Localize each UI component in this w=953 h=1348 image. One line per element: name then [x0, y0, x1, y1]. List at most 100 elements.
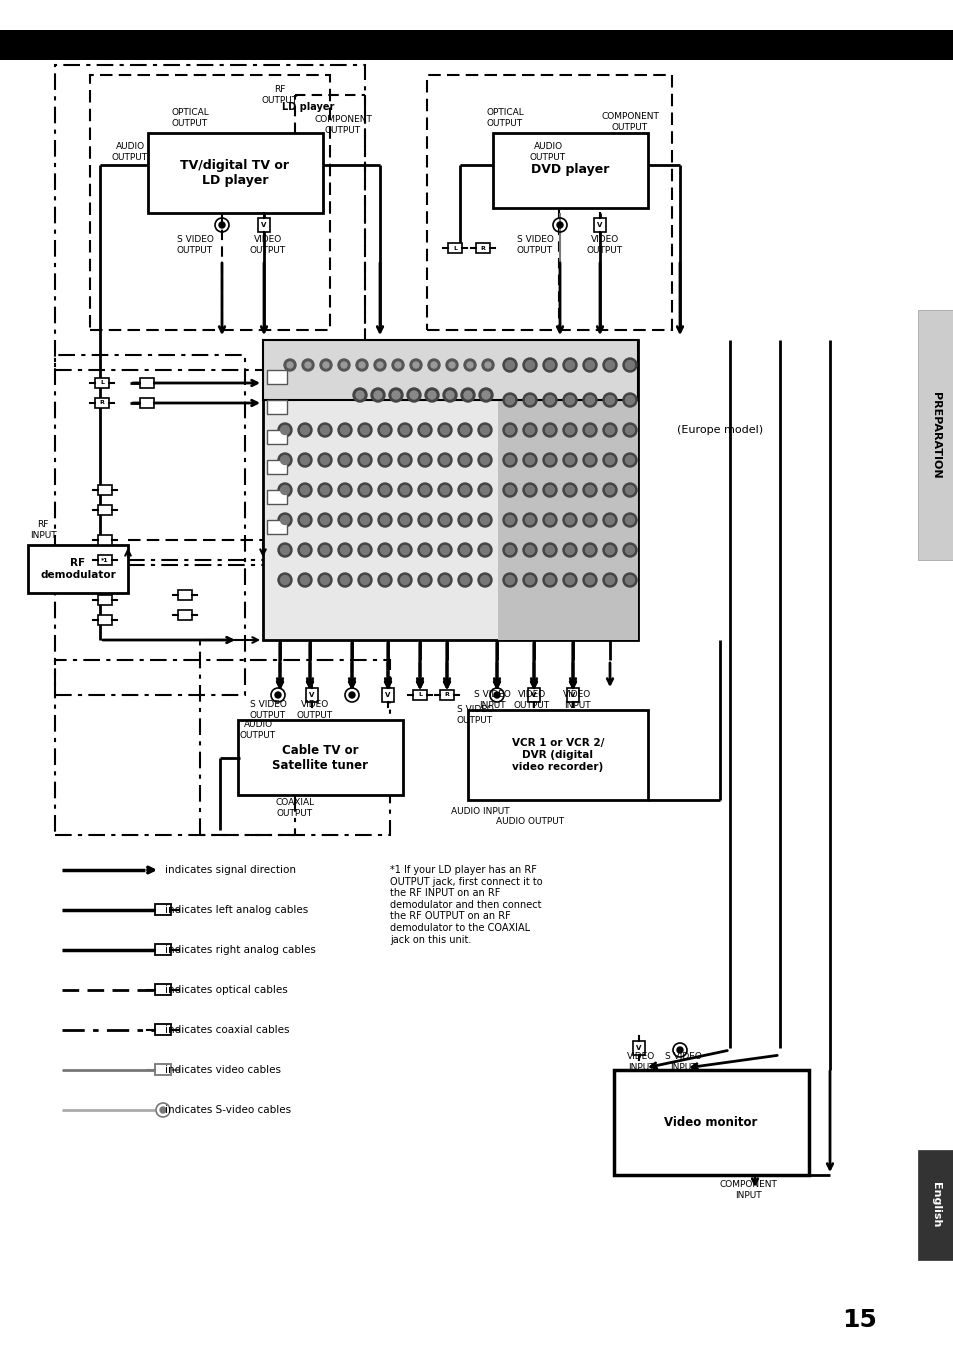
Circle shape: [463, 391, 472, 399]
Bar: [413, 690, 427, 700]
Circle shape: [585, 485, 594, 495]
Circle shape: [602, 514, 617, 527]
Circle shape: [545, 360, 554, 369]
Circle shape: [397, 543, 412, 557]
Circle shape: [460, 388, 475, 402]
Circle shape: [522, 514, 537, 527]
Circle shape: [377, 514, 392, 527]
Text: R: R: [99, 400, 104, 406]
Circle shape: [525, 576, 534, 585]
Circle shape: [542, 394, 557, 407]
Circle shape: [480, 456, 489, 465]
Circle shape: [437, 453, 452, 466]
Circle shape: [360, 456, 369, 465]
Circle shape: [340, 576, 349, 585]
Circle shape: [320, 576, 329, 585]
Circle shape: [360, 515, 369, 524]
Circle shape: [602, 359, 617, 372]
Circle shape: [431, 363, 436, 368]
Bar: [98, 594, 112, 605]
Text: *1: *1: [101, 558, 109, 562]
Text: VIDEO
INPUT: VIDEO INPUT: [562, 690, 591, 709]
Bar: [257, 218, 270, 232]
Text: OPTICAL
OUTPUT: OPTICAL OUTPUT: [486, 108, 523, 128]
Text: VCR 1 or VCR 2/
DVR (digital
video recorder): VCR 1 or VCR 2/ DVR (digital video recor…: [511, 739, 603, 771]
Circle shape: [297, 423, 312, 437]
Circle shape: [380, 515, 389, 524]
Text: R: R: [444, 693, 449, 697]
Text: OPTICAL
OUTPUT: OPTICAL OUTPUT: [171, 108, 209, 128]
Bar: [95, 377, 109, 388]
Circle shape: [605, 515, 614, 524]
Circle shape: [585, 426, 594, 434]
Circle shape: [480, 485, 489, 495]
Circle shape: [502, 573, 517, 586]
Circle shape: [360, 576, 369, 585]
Text: S VIDEO
OUTPUT: S VIDEO OUTPUT: [516, 236, 553, 255]
Circle shape: [542, 483, 557, 497]
Circle shape: [562, 573, 577, 586]
Circle shape: [502, 453, 517, 466]
Text: VIDEO
OUTPUT: VIDEO OUTPUT: [586, 236, 622, 255]
Circle shape: [622, 543, 637, 557]
Circle shape: [400, 546, 409, 554]
Circle shape: [565, 485, 574, 495]
Circle shape: [502, 359, 517, 372]
Circle shape: [565, 576, 574, 585]
Circle shape: [417, 423, 432, 437]
Circle shape: [582, 483, 597, 497]
Circle shape: [317, 543, 332, 557]
Bar: [98, 506, 112, 515]
Text: L: L: [453, 245, 456, 251]
Text: VIDEO
OUTPUT: VIDEO OUTPUT: [296, 701, 333, 720]
Text: V: V: [597, 222, 602, 228]
Circle shape: [397, 423, 412, 437]
Circle shape: [280, 456, 289, 465]
Circle shape: [400, 485, 409, 495]
Circle shape: [525, 485, 534, 495]
Bar: [263, 340, 638, 400]
Text: AUDIO
OUTPUT: AUDIO OUTPUT: [529, 143, 565, 162]
Circle shape: [484, 363, 491, 368]
Circle shape: [481, 359, 494, 371]
Bar: [98, 485, 112, 495]
Bar: [140, 398, 153, 408]
Text: RF
INPUT: RF INPUT: [30, 520, 56, 539]
Circle shape: [457, 423, 472, 437]
Text: S VIDEO
OUTPUT: S VIDEO OUTPUT: [176, 236, 213, 255]
Circle shape: [505, 456, 514, 465]
Circle shape: [397, 483, 412, 497]
Text: LD player: LD player: [281, 102, 334, 112]
Circle shape: [505, 485, 514, 495]
Circle shape: [505, 426, 514, 434]
Circle shape: [622, 423, 637, 437]
Circle shape: [340, 515, 349, 524]
Circle shape: [320, 485, 329, 495]
Text: indicates signal direction: indicates signal direction: [165, 865, 295, 875]
Circle shape: [477, 514, 492, 527]
Circle shape: [545, 576, 554, 585]
Circle shape: [457, 514, 472, 527]
Circle shape: [440, 426, 449, 434]
Circle shape: [380, 576, 389, 585]
Text: indicates video cables: indicates video cables: [165, 1065, 281, 1074]
Circle shape: [622, 359, 637, 372]
Circle shape: [395, 363, 400, 368]
Circle shape: [545, 456, 554, 465]
Circle shape: [377, 483, 392, 497]
Circle shape: [582, 543, 597, 557]
Bar: [0, 30, 953, 61]
Circle shape: [481, 391, 490, 399]
Circle shape: [377, 543, 392, 557]
Circle shape: [542, 514, 557, 527]
Circle shape: [440, 576, 449, 585]
Bar: [98, 535, 112, 545]
Text: L: L: [100, 380, 104, 386]
Circle shape: [480, 426, 489, 434]
Text: COMPONENT
OUTPUT: COMPONENT OUTPUT: [600, 112, 659, 132]
Circle shape: [389, 388, 402, 402]
Circle shape: [525, 515, 534, 524]
Circle shape: [478, 388, 493, 402]
Circle shape: [280, 546, 289, 554]
Circle shape: [355, 391, 364, 399]
